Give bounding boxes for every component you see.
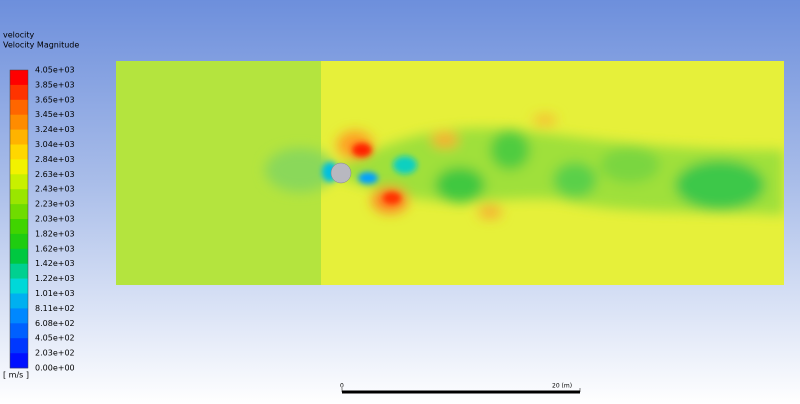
color-band: [10, 233, 28, 250]
level-label: 3.45e+03: [35, 110, 75, 119]
color-band: [10, 99, 28, 115]
level-label: 3.65e+03: [35, 95, 75, 104]
color-band: [10, 84, 28, 101]
level-label: 1.42e+03: [35, 259, 75, 268]
colorbar-frame: [9, 69, 29, 369]
level-label: 8.11e+02: [35, 304, 75, 313]
scale-start: 0: [340, 383, 344, 390]
color-band: [10, 219, 28, 235]
level-label: 2.03e+03: [35, 215, 75, 224]
color-band: [10, 353, 28, 369]
level-label: 2.84e+03: [35, 155, 75, 164]
color-band: [10, 263, 28, 279]
level-label: 2.43e+03: [35, 185, 75, 194]
level-label: 1.01e+03: [35, 289, 75, 298]
contour-plot: [116, 61, 784, 285]
level-label: 3.04e+03: [35, 140, 75, 149]
color-band: [10, 293, 28, 309]
level-label: 4.05e+03: [35, 66, 75, 75]
legend-title: velocity: [3, 31, 35, 40]
level-label: 1.22e+03: [35, 274, 75, 283]
color-band: [10, 323, 28, 339]
color-band: [10, 174, 28, 190]
color-band: [10, 70, 28, 86]
color-band: [10, 204, 28, 220]
scale-end: 20 (m): [552, 383, 572, 390]
level-label: 3.85e+03: [35, 80, 75, 89]
level-label: 6.08e+02: [35, 319, 75, 328]
color-band: [10, 144, 28, 160]
legend-unit: [ m/s ]: [3, 371, 29, 380]
color-band: [10, 114, 28, 130]
level-label: 2.23e+03: [35, 200, 75, 209]
level-label: 0.00e+00: [35, 364, 75, 373]
level-label: 1.82e+03: [35, 229, 75, 238]
color-band: [10, 159, 28, 175]
colorbar: 4.05e+03 3.85e+03 3.65e+03 3.45e+03 3.24e+03…: [9, 66, 75, 373]
color-band: [10, 338, 28, 354]
color-band: [10, 129, 28, 145]
color-band: [10, 308, 28, 324]
color-band: [10, 278, 28, 294]
color-band: [10, 248, 28, 264]
level-label: 2.03e+02: [35, 349, 75, 358]
legend-subtitle: Velocity Magnitude: [3, 41, 79, 50]
color-band: [10, 189, 28, 205]
level-label: 4.05e+02: [35, 334, 75, 343]
level-label: 1.62e+03: [35, 244, 75, 253]
level-label: 2.63e+03: [35, 170, 75, 179]
level-label: 3.24e+03: [35, 125, 75, 134]
